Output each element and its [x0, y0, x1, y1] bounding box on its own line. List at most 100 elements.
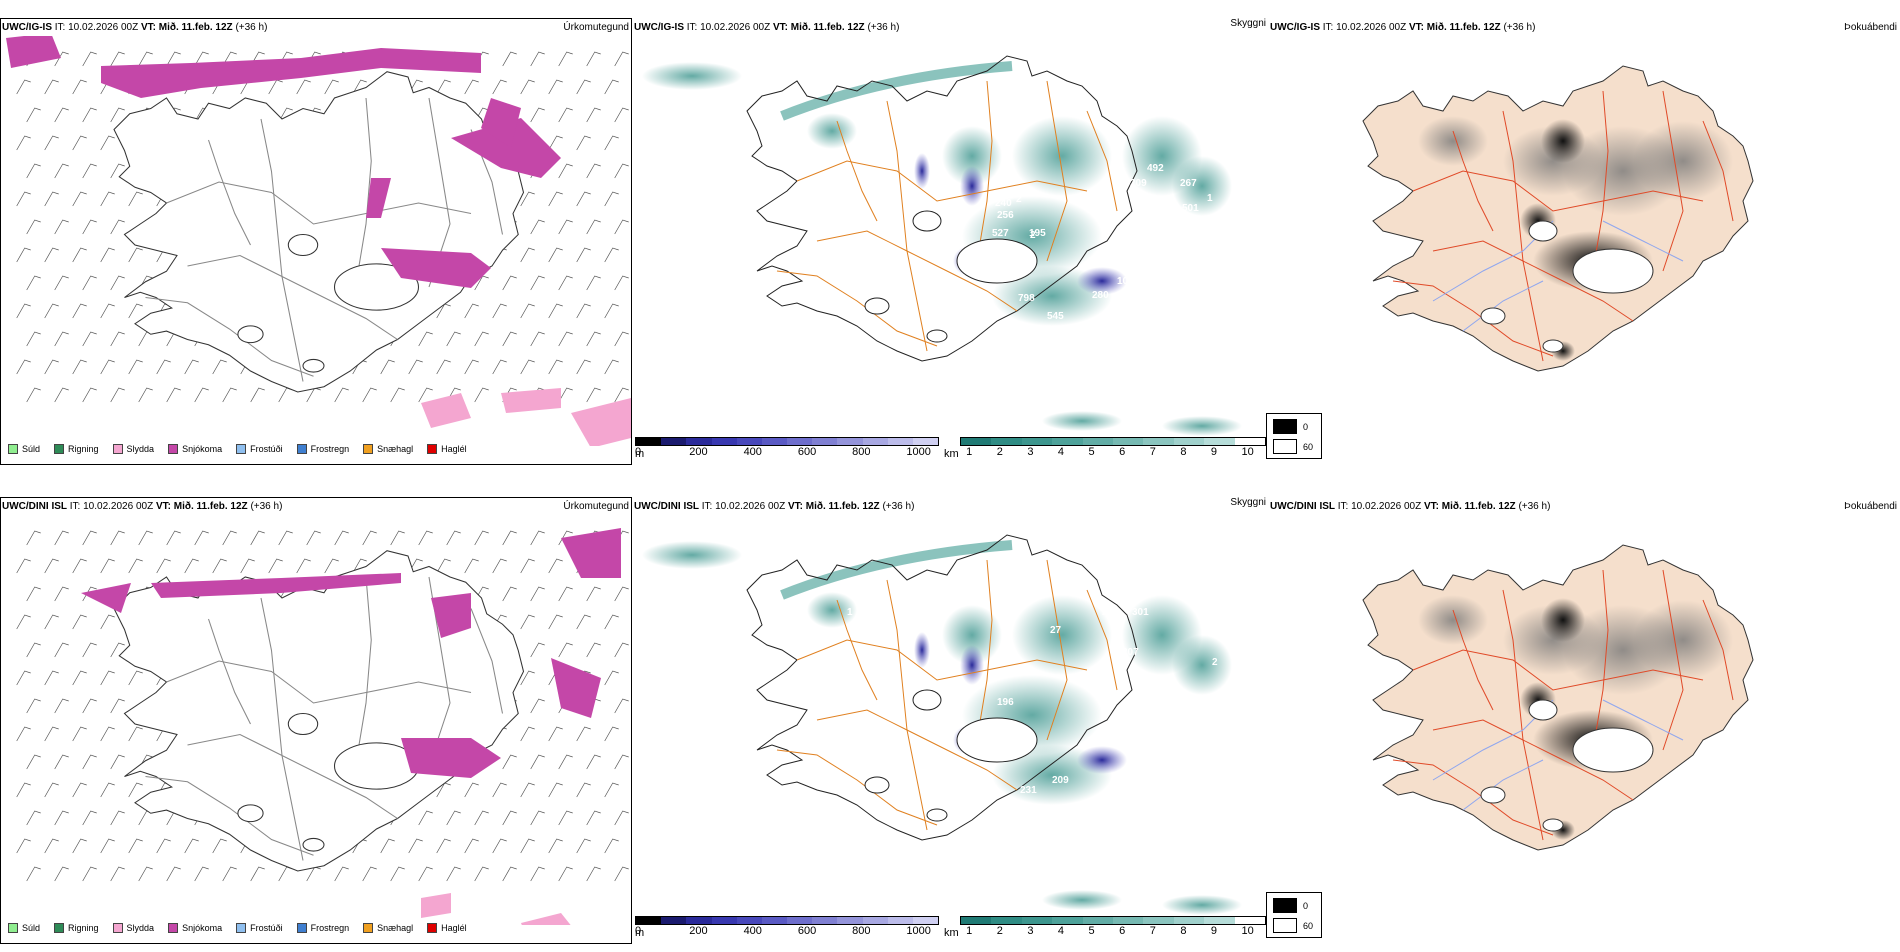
init-time: 10.02.2026 00Z	[83, 501, 154, 512]
legend-value: 0	[1303, 421, 1309, 432]
wind-barb	[576, 782, 591, 798]
wind-barb	[72, 614, 87, 630]
wind-barb	[54, 754, 69, 770]
wind-barb	[548, 782, 563, 798]
wind-barb	[16, 303, 31, 319]
wind-barb	[492, 79, 507, 95]
colorbar-tick: 10	[1241, 446, 1254, 458]
wind-barb	[26, 219, 41, 235]
wind-barb	[110, 754, 125, 770]
glacier-outlines	[1480, 699, 1654, 832]
wind-barb	[26, 754, 41, 770]
wind-barb	[222, 866, 237, 882]
wind-barb	[614, 107, 629, 123]
wind-barb	[614, 698, 629, 714]
init-time: 10.02.2026 00Z	[1351, 501, 1422, 512]
panel-title: UWC/IG-IS IT: 10.02.2026 00Z VT: Mið. 11…	[634, 22, 899, 34]
valid-time: Mið. 11.feb. 12Z	[790, 22, 865, 33]
visibility-value-label: 1	[952, 123, 958, 134]
colorbar-cell	[1173, 917, 1205, 924]
wind-barb	[54, 331, 69, 347]
wind-barb	[614, 754, 629, 770]
fog-legend: 0 60	[1266, 413, 1322, 459]
wind-barb	[82, 331, 97, 347]
wind-barb	[464, 838, 479, 854]
wind-barb	[110, 51, 125, 67]
precip-legend-item: Slydda	[112, 923, 154, 933]
colorbar-tick: 1	[966, 925, 973, 937]
legend-label: Frostregn	[310, 444, 350, 454]
visibility-value-label: 301	[1132, 607, 1149, 618]
wind-barb	[324, 558, 339, 574]
wind-barb	[586, 754, 601, 770]
wind-barb	[54, 810, 69, 826]
wind-barb	[614, 219, 629, 235]
wind-barb	[184, 558, 199, 574]
wind-barb	[82, 698, 97, 714]
wind-barb	[54, 530, 69, 546]
legend-label: Snjókoma	[182, 444, 223, 454]
wind-barb	[324, 79, 339, 95]
wind-barb	[110, 219, 125, 235]
wind-barb	[408, 838, 423, 854]
legend-swatch	[8, 444, 18, 454]
wind-barb	[492, 838, 507, 854]
wind-barb	[278, 530, 293, 546]
colorbar-tick: 0	[635, 446, 642, 458]
wind-barb	[110, 331, 125, 347]
wind-barb	[44, 79, 59, 95]
wind-barb	[156, 558, 171, 574]
init-time-label: IT:	[54, 22, 66, 33]
wind-barb	[586, 51, 601, 67]
panel-variable: Úrkomutegund	[563, 501, 629, 512]
wind-barb	[576, 614, 591, 630]
colorbar-cell	[686, 917, 712, 924]
wind-barb	[548, 79, 563, 95]
wind-barb	[110, 163, 125, 179]
wind-barb	[278, 866, 293, 882]
visibility-value-label: 207	[1122, 647, 1139, 658]
colorbar-cell	[1143, 438, 1174, 445]
wind-barb	[576, 359, 591, 375]
colorbar-tick: 6	[1119, 446, 1126, 458]
wind-barb	[26, 331, 41, 347]
iceland-coastline	[746, 534, 1138, 841]
legend-label: Snjókoma	[182, 923, 223, 933]
colorbar-cell	[1204, 438, 1235, 445]
model-name: UWC/IG-IS	[1270, 22, 1320, 33]
colorbar-cell	[787, 917, 813, 924]
wind-barb	[222, 387, 237, 403]
wind-barb	[268, 79, 283, 95]
init-time: 10.02.2026 00Z	[700, 22, 771, 33]
wind-barb	[26, 642, 41, 658]
legend-swatch	[112, 923, 123, 933]
sleet-areas	[421, 893, 571, 925]
wind-barb	[44, 247, 59, 263]
precip-type-panel: UWC/IG-IS IT: 10.02.2026 00Z VT: Mið. 11…	[0, 18, 632, 473]
wind-barb	[530, 51, 545, 67]
wind-barb	[44, 670, 59, 686]
wind-barb	[194, 387, 209, 403]
wind-barb	[558, 51, 573, 67]
wind-barb	[530, 275, 545, 291]
visibility-value-label: 27	[1050, 625, 1062, 636]
wind-barb	[558, 331, 573, 347]
wind-barb	[548, 558, 563, 574]
valid-time: Mið. 11.feb. 12Z	[1441, 501, 1516, 512]
wind-barb	[72, 558, 87, 574]
wind-barb	[530, 107, 545, 123]
colorbar-cell	[991, 917, 1022, 924]
wind-barb	[54, 163, 69, 179]
legend-swatch	[54, 444, 65, 454]
wind-barb	[54, 219, 69, 235]
colorbar-cell	[636, 438, 662, 445]
wind-barb	[352, 558, 367, 574]
height-unit: m	[635, 448, 645, 460]
colorbar-tick: 4	[1057, 446, 1065, 458]
wind-barb	[72, 726, 87, 742]
wind-barb	[558, 866, 573, 882]
wind-barb	[16, 247, 31, 263]
visibility-value-label: 105	[1112, 777, 1129, 788]
colorbar-tick: 800	[852, 446, 871, 458]
